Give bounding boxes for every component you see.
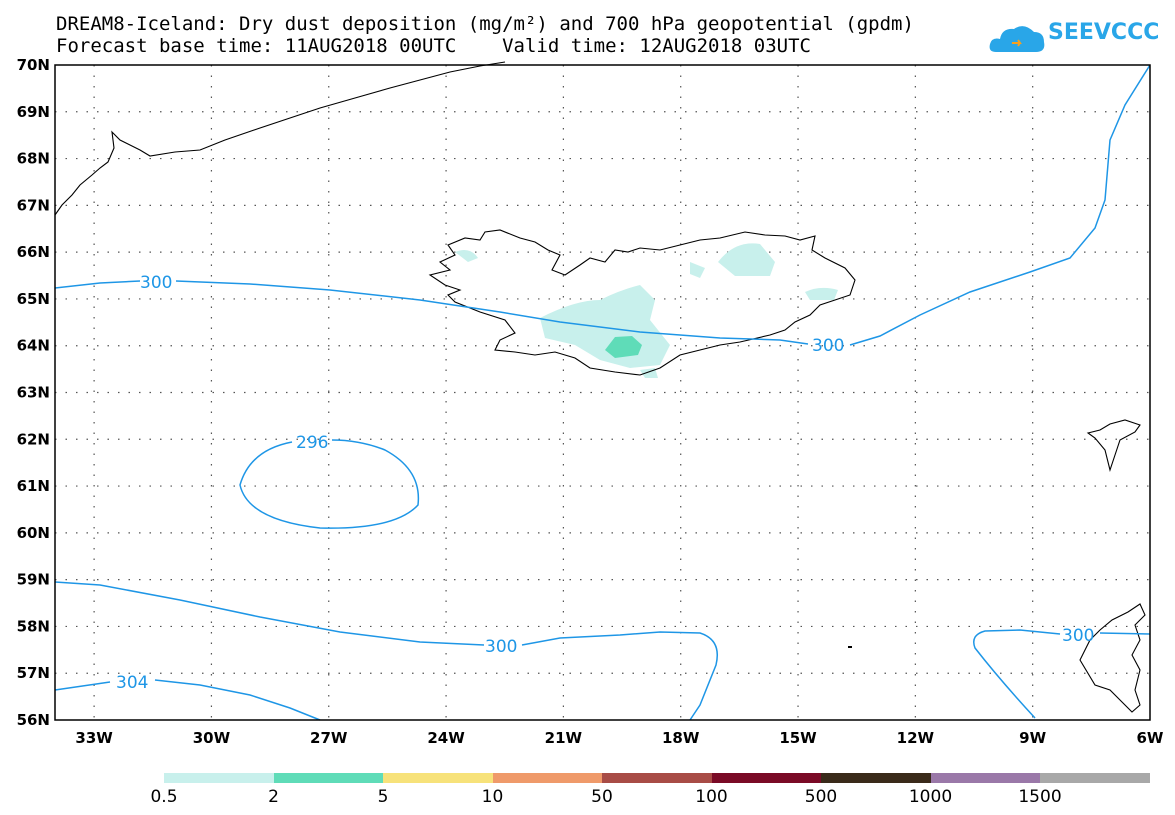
lat-tick-label: 63N xyxy=(17,384,50,402)
lat-tick-label: 59N xyxy=(17,571,50,589)
graticule xyxy=(55,65,1150,720)
lat-tick-label: 56N xyxy=(17,711,50,729)
contour-300-north xyxy=(54,64,1151,346)
greenland-coast xyxy=(54,61,506,216)
colorbar-label: 50 xyxy=(591,787,613,807)
colorbar-label: 2 xyxy=(268,787,279,807)
lat-tick-label: 70N xyxy=(17,56,50,74)
map-subtitle: Forecast base time: 11AUG2018 00UTC Vali… xyxy=(56,35,811,57)
colorbar-label: 5 xyxy=(377,787,389,807)
contour-296 xyxy=(239,439,420,529)
contour-label: 300 xyxy=(485,637,517,657)
contour-304 xyxy=(54,679,321,721)
lon-tick-label: 18W xyxy=(662,729,700,747)
faroe-coast xyxy=(1086,419,1141,472)
colorbar-segment xyxy=(711,773,821,783)
colorbar-label: 1500 xyxy=(1018,787,1062,807)
colorbar-label: 500 xyxy=(804,787,838,807)
lon-tick-label: 27W xyxy=(310,729,348,747)
lon-tick-label: 15W xyxy=(779,729,817,747)
lat-tick-label: 67N xyxy=(17,196,50,214)
lat-tick-label: 60N xyxy=(17,524,50,542)
lat-tick-label: 66N xyxy=(17,243,50,261)
colorbar-segment xyxy=(821,773,931,783)
colorbar-label: 1000 xyxy=(908,787,953,807)
lat-tick-label: 58N xyxy=(17,617,50,635)
contour-300-south xyxy=(54,581,718,721)
longitude-labels: 33W 30W 27W 24W 21W 18W 15W 12W 9W 6W xyxy=(75,729,1164,747)
contour-labels: 300 300 296 300 304 300 xyxy=(116,273,1094,693)
lat-tick-label: 68N xyxy=(17,150,50,168)
iceland-coast xyxy=(428,229,856,376)
lon-tick-label: 21W xyxy=(545,729,583,747)
lat-tick-label: 65N xyxy=(17,290,50,308)
colorbar-segment xyxy=(1040,773,1150,783)
contour-300-east xyxy=(973,629,1151,719)
colorbar-segment xyxy=(492,773,602,783)
map-title: DREAM8-Iceland: Dry dust deposition (mg/… xyxy=(56,13,914,35)
map-frame xyxy=(54,64,1151,721)
colorbar-segment xyxy=(383,773,493,783)
lon-tick-label: 12W xyxy=(897,729,935,747)
cloud-icon xyxy=(989,26,1045,52)
lon-tick-label: 9W xyxy=(1019,729,1046,747)
lon-tick-label: 6W xyxy=(1137,729,1164,747)
logo-text: SEEVCCC xyxy=(1048,20,1160,45)
colorbar-segment xyxy=(273,773,383,783)
lon-tick-label: 30W xyxy=(193,729,231,747)
contour-label: 300 xyxy=(140,273,172,293)
dust-deposition-shading xyxy=(455,243,838,378)
lat-tick-label: 69N xyxy=(17,103,50,121)
colorbar-label: 0.5 xyxy=(150,787,178,807)
coastlines xyxy=(54,61,1146,713)
colorbar-segment xyxy=(930,773,1040,783)
lon-tick-label: 33W xyxy=(75,729,113,747)
contour-label: 300 xyxy=(1062,626,1094,646)
latitude-labels: 70N 69N 68N 67N 66N 65N 64N 63N 62N 61N 60N 59N 58N 5… xyxy=(17,56,50,729)
lat-tick-label: 62N xyxy=(17,430,50,448)
contour-label: 300 xyxy=(812,336,844,356)
colorbar-segment xyxy=(602,773,712,783)
colorbar-label: 10 xyxy=(481,787,504,807)
lat-tick-label: 64N xyxy=(17,337,50,355)
colorbar-segment xyxy=(164,773,274,783)
colorbar-label: 100 xyxy=(695,787,728,807)
lat-tick-label: 61N xyxy=(17,477,50,495)
contour-label: 296 xyxy=(296,433,328,453)
lon-tick-label: 24W xyxy=(427,729,465,747)
geopotential-contours xyxy=(54,64,1151,721)
scotland-coast xyxy=(1079,603,1146,713)
contour-label: 304 xyxy=(116,673,148,693)
lat-tick-label: 57N xyxy=(17,664,50,682)
